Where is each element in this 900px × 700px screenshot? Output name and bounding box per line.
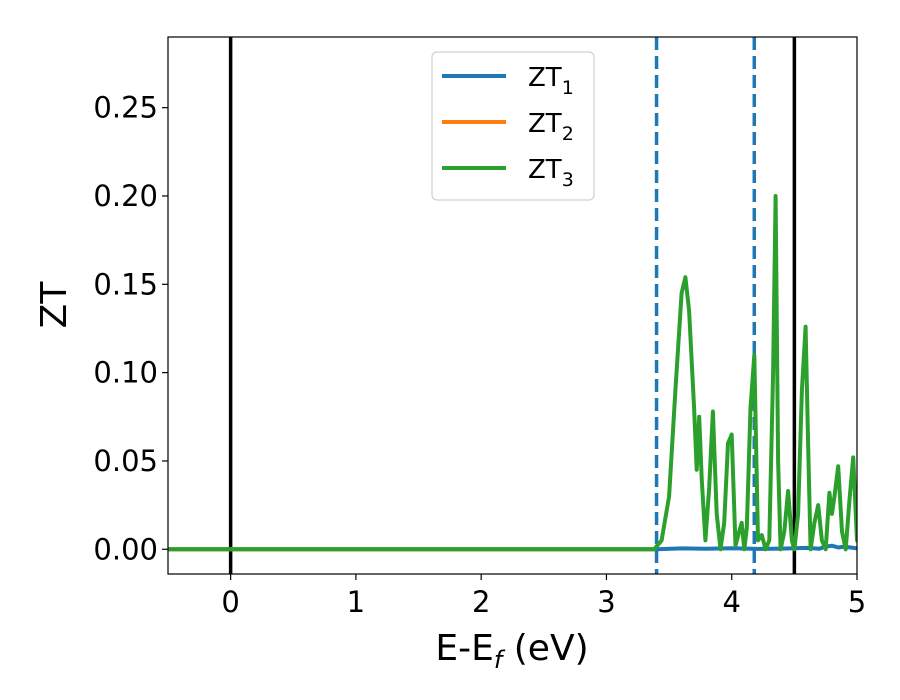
x-tick-label: 3 <box>597 585 615 619</box>
plot-frame <box>167 36 858 575</box>
y-tick-label: 0.05 <box>93 444 158 478</box>
x-tick-label: 1 <box>347 585 365 619</box>
y-tick-label: 0.10 <box>93 356 158 390</box>
x-tick-label: 5 <box>848 585 866 619</box>
x-axis-title: E-Ef (eV) <box>435 628 588 674</box>
legend-item-zt2: ZT2 <box>442 109 574 145</box>
x-tick-label: 0 <box>221 585 239 619</box>
x-axis-title-unit: (eV) <box>502 628 588 669</box>
legend-item-zt3: ZT3 <box>442 155 574 191</box>
legend-item-zt1: ZT1 <box>442 63 574 99</box>
legend-box <box>431 51 595 201</box>
legend: ZT1 ZT2 ZT3 <box>431 51 595 201</box>
series-line-zt3 <box>168 194 857 552</box>
x-tick-label: 2 <box>472 585 490 619</box>
legend-label: ZT1 <box>528 63 574 99</box>
y-tick-label: 0.15 <box>93 267 158 301</box>
y-tick-label: 0.20 <box>93 179 158 213</box>
x-tick-label: 4 <box>723 585 741 619</box>
x-axis: 0 1 2 3 4 5 <box>221 574 866 619</box>
legend-label: ZT3 <box>528 155 574 191</box>
y-tick-label: 0.00 <box>93 532 158 566</box>
y-axis-title: ZT <box>34 281 75 329</box>
legend-label: ZT2 <box>528 109 574 145</box>
series-layer <box>168 194 857 552</box>
reference-lines <box>228 37 797 574</box>
y-tick-label: 0.25 <box>93 91 158 125</box>
y-axis: 0.00 0.05 0.10 0.15 0.20 0.25 <box>93 91 168 566</box>
